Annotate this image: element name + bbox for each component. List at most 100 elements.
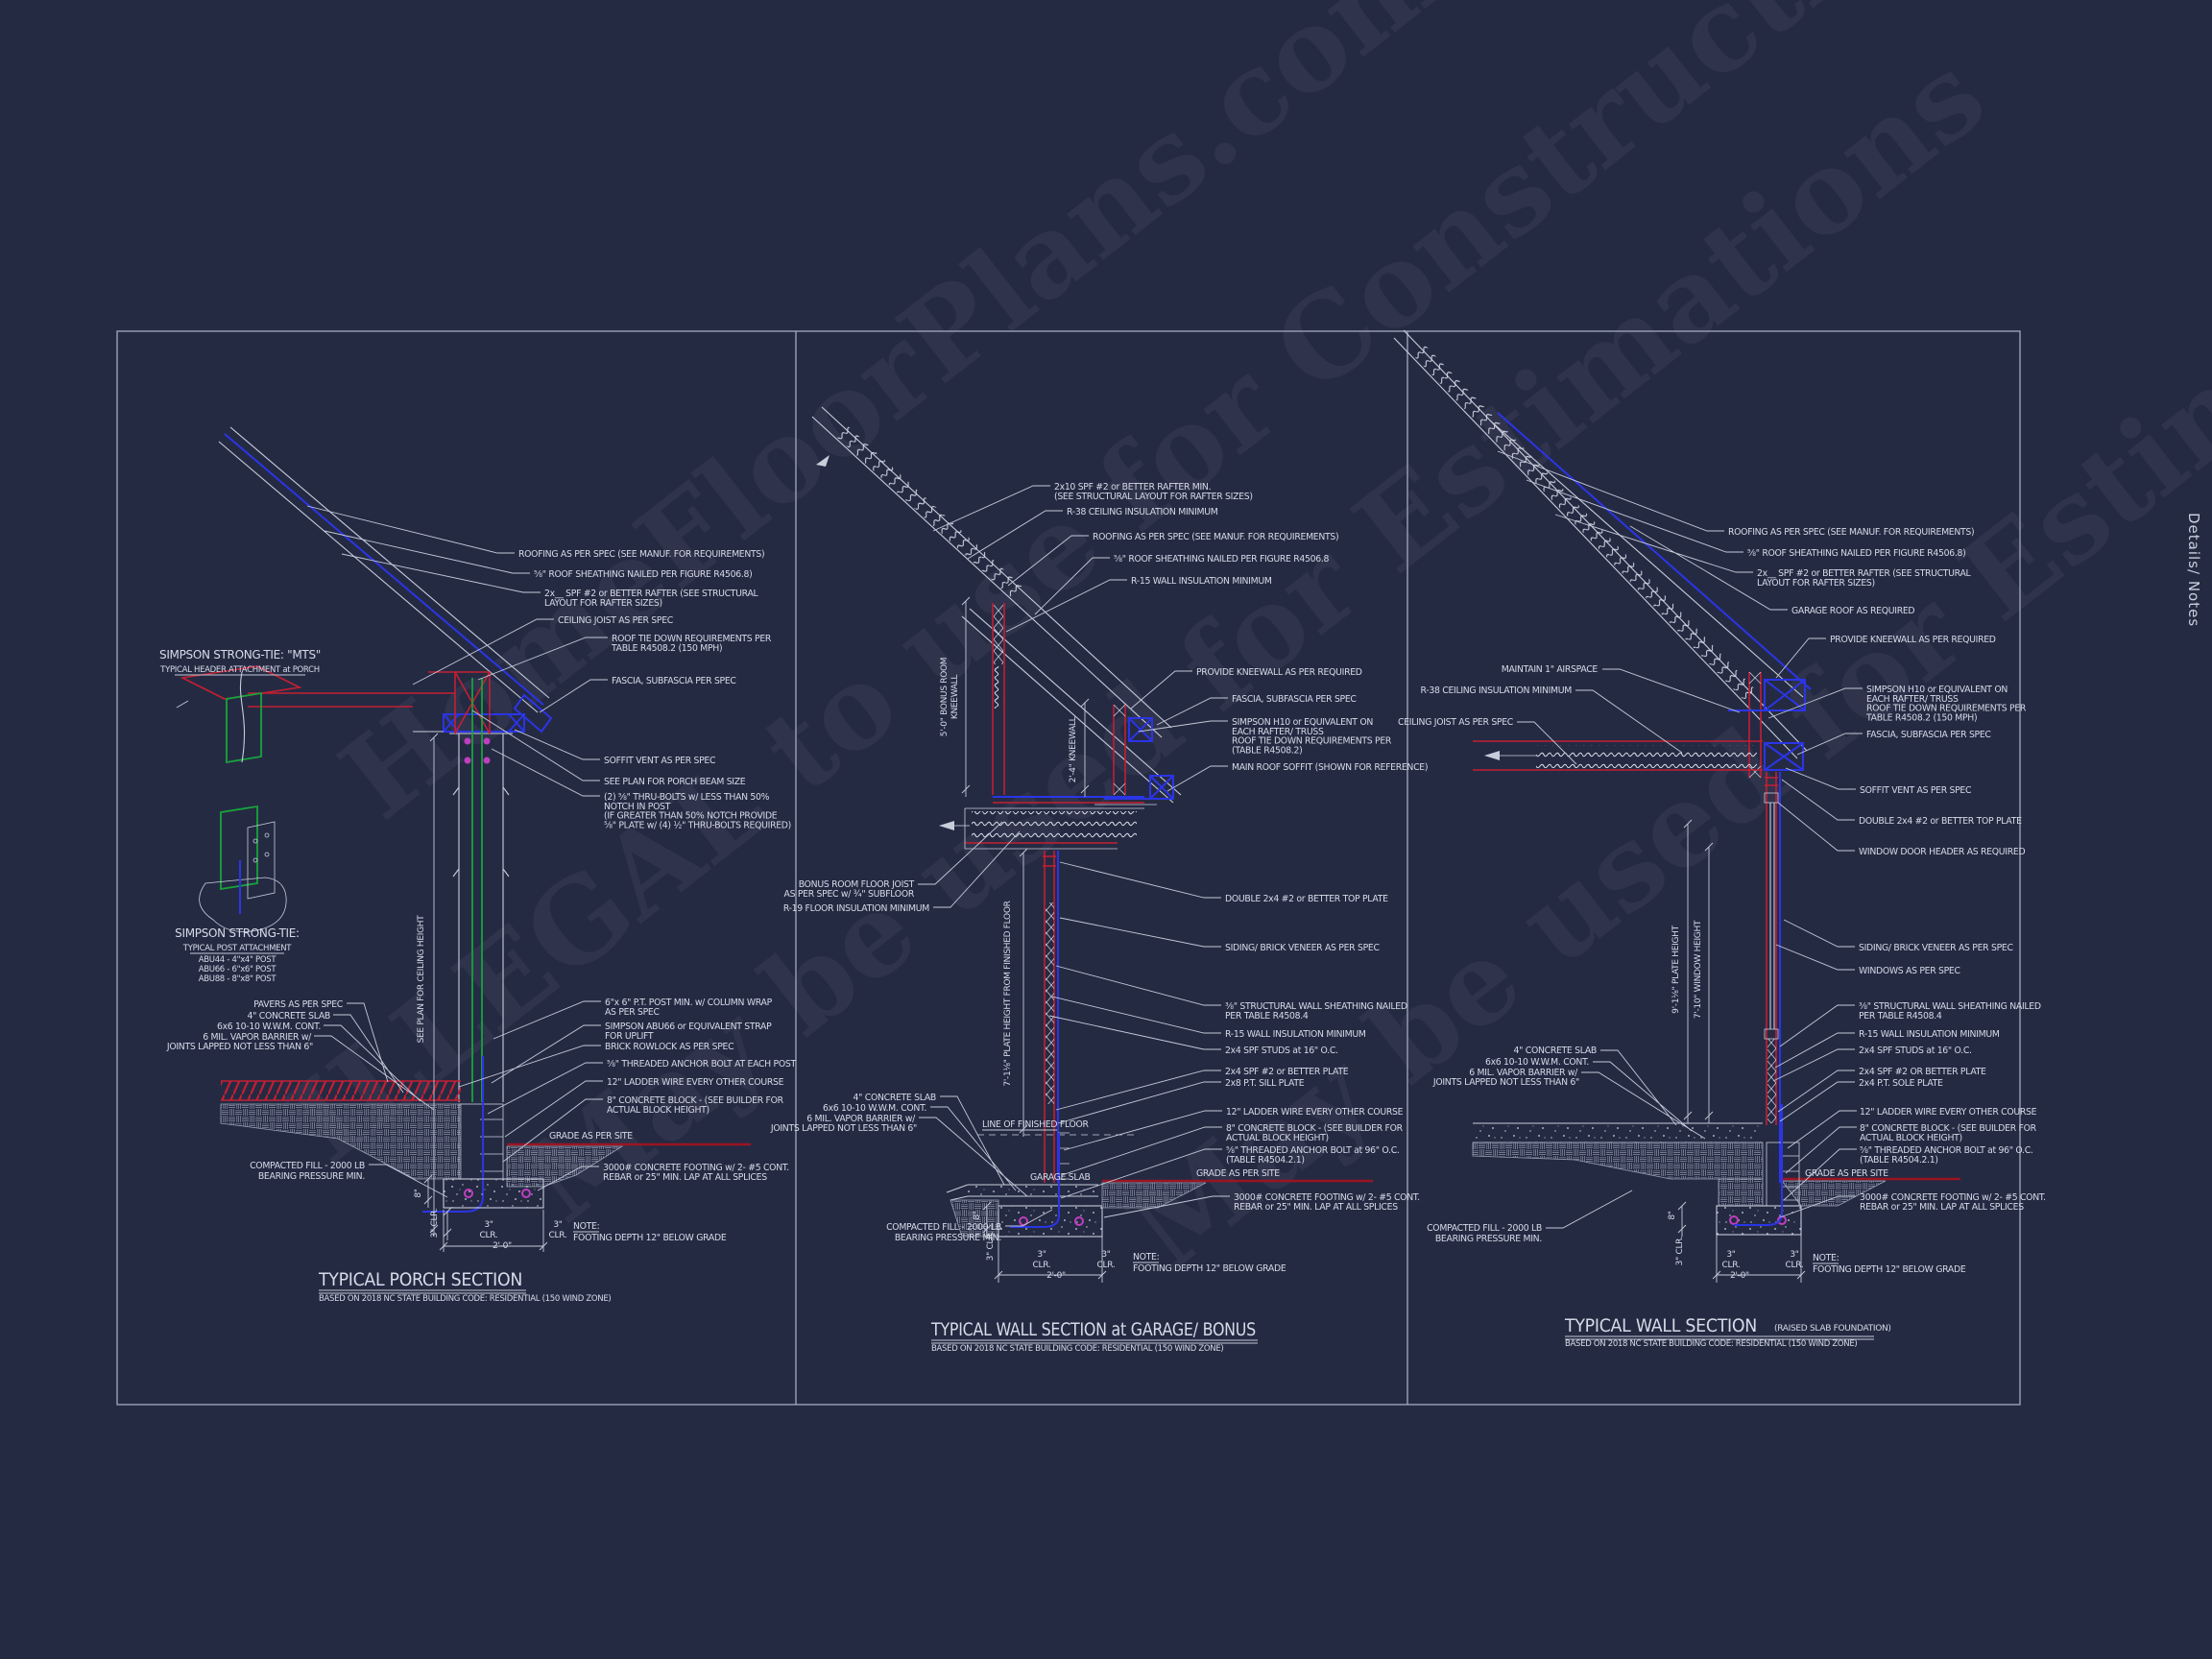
- annotation-text: FOR UPLIFT: [605, 1031, 654, 1042]
- annotation-text: BEARING PRESSURE MIN.: [258, 1171, 365, 1182]
- annotation-text: PER TABLE R4508.4: [1859, 1011, 1942, 1022]
- annotation-text: SIMPSON STRONG-TIE: "MTS": [159, 648, 321, 661]
- annotation-text: R-15 WALL INSULATION MINIMUM: [1131, 576, 1272, 587]
- annotation-text: CLR.: [1786, 1261, 1804, 1270]
- annotation-text: FOOTING DEPTH 12" BELOW GRADE: [1813, 1264, 1966, 1275]
- annotation-text: 2'-0": [493, 1241, 512, 1251]
- annotation-text: BONUS ROOM FLOOR JOIST: [799, 879, 915, 890]
- annotation-text: R-19 FLOOR INSULATION MINIMUM: [783, 903, 929, 914]
- annotation-text: LAYOUT FOR RAFTER SIZES): [544, 598, 662, 609]
- annotation-text: LAYOUT FOR RAFTER SIZES): [1757, 578, 1875, 589]
- annotation-text: 4" CONCRETE SLAB: [854, 1093, 936, 1103]
- annotation-text: 9'-1⅛" PLATE HEIGHT: [1671, 925, 1681, 1013]
- annotation-text: 12" LADDER WIRE EVERY OTHER COURSE: [1226, 1107, 1404, 1118]
- annotation-text: R-15 WALL INSULATION MINIMUM: [1859, 1029, 2000, 1040]
- annotation-text: EACH RAFTER/ TRUSS: [1866, 694, 1959, 705]
- annotation-text: 2'-0": [1730, 1271, 1749, 1281]
- annotation-text: FOOTING DEPTH 12" BELOW GRADE: [573, 1233, 727, 1243]
- annotation-text: 6x6 10-10 W.W.M. CONT.: [823, 1103, 926, 1114]
- annotation-text: 3000# CONCRETE FOOTING w/ 2- #5 CONT.: [603, 1163, 789, 1173]
- annotation-text: 3": [553, 1220, 562, 1230]
- annotation-text: ABU66 - 6"x6" POST: [199, 965, 277, 974]
- annotation-text: CLR.: [1722, 1261, 1741, 1270]
- annotation-text: 3": [1726, 1250, 1735, 1260]
- annotation-text: FASCIA, SUBFASCIA PER SPEC: [1232, 694, 1357, 705]
- porch-section-drawing: [175, 426, 751, 1294]
- sheet-side-label: Details/ Notes: [2185, 513, 2202, 628]
- annotation-text: NOTE:: [1133, 1252, 1160, 1262]
- annotation-text: (TABLE R4508.2): [1232, 745, 1302, 756]
- annotation-text: ROOFING AS PER SPEC (SEE MANUF. FOR REQU…: [1728, 527, 1974, 538]
- annotation-text: TABLE R4508.2 (150 MPH): [611, 643, 722, 654]
- annotation-text: GARAGE SLAB: [1030, 1172, 1091, 1183]
- annotation-text: ⅝" ROOF SHEATHING NAILED PER FIGURE R450…: [534, 569, 753, 580]
- annotation-text: PROVIDE KNEEWALL AS PER REQUIRED: [1830, 635, 1996, 645]
- annotation-text: JOINTS LAPPED NOT LESS THAN 6": [166, 1042, 313, 1052]
- annotation-text: TYPICAL POST ATTACHMENT: [182, 944, 292, 953]
- annotation-text: PAVERS AS PER SPEC: [253, 999, 343, 1010]
- annotation-text: SIDING/ BRICK VENEER AS PER SPEC: [1225, 943, 1380, 953]
- annotation-text: TYPICAL PORCH SECTION: [318, 1269, 522, 1290]
- annotation-text: 8" CONCRETE BLOCK - (SEE BUILDER FOR: [607, 1095, 784, 1106]
- annotation-text: 8" CONCRETE BLOCK - (SEE BUILDER FOR: [1226, 1123, 1404, 1134]
- annotation-text: 12" LADDER WIRE EVERY OTHER COURSE: [607, 1077, 784, 1088]
- annotation-text: BEARING PRESSURE MIN.: [895, 1233, 1001, 1243]
- annotation-text: 8" CONCRETE BLOCK - (SEE BUILDER FOR: [1860, 1123, 2037, 1134]
- annotation-text: FASCIA, SUBFASCIA PER SPEC: [1866, 730, 1991, 740]
- annotation-text: SEE PLAN FOR CEILING HEIGHT: [417, 915, 426, 1044]
- annotation-text: ⅜" STRUCTURAL WALL SHEATHING NAILED: [1859, 1001, 2041, 1012]
- annotation-text: 3": [1101, 1250, 1110, 1260]
- annotation-text: 2x__ SPF #2 or BETTER RAFTER (SEE STRUCT…: [1757, 568, 1972, 579]
- annotation-text: R-38 CEILING INSULATION MINIMUM: [1067, 507, 1218, 517]
- annotation-text: ACTUAL BLOCK HEIGHT): [607, 1105, 709, 1116]
- annotation-text: CLR.: [1097, 1261, 1116, 1270]
- annotation-text: 2x4 SPF #2 OR BETTER PLATE: [1859, 1067, 1986, 1077]
- annotation-text: TYPICAL HEADER ATTACHMENT at PORCH: [159, 665, 320, 675]
- annotation-text: 6"x 6" P.T. POST MIN. w/ COLUMN WRAP: [605, 998, 773, 1008]
- annotation-text: REBAR or 25" MIN. LAP AT ALL SPLICES: [1234, 1202, 1398, 1213]
- annotation-text: CEILING JOIST AS PER SPEC: [1398, 717, 1513, 728]
- annotation-text: 3" CLR.: [986, 1232, 996, 1262]
- annotation-text: 6 MIL. VAPOR BARRIER w/: [806, 1114, 916, 1124]
- annotation-text: ⅝" ROOF SHEATHING NAILED PER FIGURE R450…: [1747, 548, 1966, 559]
- annotation-text: GRADE AS PER SITE: [1805, 1168, 1888, 1179]
- annotation-text: 3000# CONCRETE FOOTING w/ 2- #5 CONT.: [1860, 1192, 2046, 1203]
- annotation-text: NOTCH IN POST: [604, 802, 671, 812]
- annotation-text: COMPACTED FILL - 2000 LB: [1427, 1223, 1542, 1234]
- annotation-text: TYPICAL WALL SECTION: [1564, 1315, 1757, 1336]
- annotation-text: WINDOW DOOR HEADER AS REQUIRED: [1859, 847, 2025, 857]
- annotation-text: SOFFIT VENT AS PER SPEC: [1860, 785, 1971, 796]
- annotation-text: 2x__ SPF #2 or BETTER RAFTER (SEE STRUCT…: [544, 589, 759, 599]
- annotation-text: ROOFING AS PER SPEC (SEE MANUF. FOR REQU…: [1093, 532, 1338, 542]
- annotation-text: COMPACTED FILL - 2000 LB: [250, 1161, 365, 1171]
- annotation-text: CLR.: [480, 1231, 498, 1240]
- annotation-text: ROOF TIE DOWN REQUIREMENTS PER: [1866, 704, 2027, 714]
- annotation-text: 6x6 10-10 W.W.M. CONT.: [217, 1022, 321, 1032]
- annotation-text: SIMPSON H10 or EQUIVALENT ON: [1866, 685, 2008, 695]
- annotation-text: 3000# CONCRETE FOOTING w/ 2- #5 CONT.: [1234, 1192, 1420, 1203]
- annotation-text: EACH RAFTER/ TRUSS: [1232, 727, 1324, 737]
- annotation-text: (TABLE R4504.2.1): [1860, 1155, 1938, 1166]
- annotation-text: LINE OF FINISHED FLOOR: [982, 1119, 1090, 1130]
- annotation-text: NOTE:: [573, 1221, 600, 1232]
- annotation-text: ⅝" THREADED ANCHOR BOLT AT EACH POST: [607, 1059, 796, 1070]
- annotation-text: (RAISED SLAB FOUNDATION): [1774, 1324, 1891, 1334]
- garage-bonus-section-drawing: [811, 406, 1373, 1344]
- annotation-text: 2'-4" KNEEWALL: [1069, 716, 1078, 782]
- annotation-text: BASED ON 2018 NC STATE BUILDING CODE: RE…: [319, 1294, 611, 1304]
- annotation-text: 2x4 SPF STUDS at 16" O.C.: [1225, 1046, 1338, 1056]
- annotation-text: COMPACTED FILL - 2000 LB: [886, 1222, 1001, 1233]
- annotation-text: (2) ⅝" THRU-BOLTS w/ LESS THAN 50%: [604, 792, 770, 803]
- annotation-text: BRICK ROWLOCK AS PER SPEC: [605, 1042, 733, 1052]
- annotation-text: ROOF TIE DOWN REQUIREMENTS PER: [612, 634, 772, 644]
- annotation-text: TABLE R4508.2 (150 MPH): [1865, 712, 1977, 723]
- annotation-text: 6x6 10-10 W.W.M. CONT.: [1485, 1057, 1589, 1068]
- annotation-text: 2x4 SPF STUDS at 16" O.C.: [1859, 1046, 1972, 1056]
- annotation-text: 8": [414, 1189, 423, 1197]
- annotation-text: CEILING JOIST AS PER SPEC: [558, 615, 673, 626]
- annotation-text: 2x8 P.T. SILL PLATE: [1225, 1078, 1305, 1089]
- annotation-text: (IF GREATER THAN 50% NOTCH PROVIDE: [604, 811, 778, 822]
- annotation-text: 6 MIL. VAPOR BARRIER w/: [1469, 1068, 1578, 1078]
